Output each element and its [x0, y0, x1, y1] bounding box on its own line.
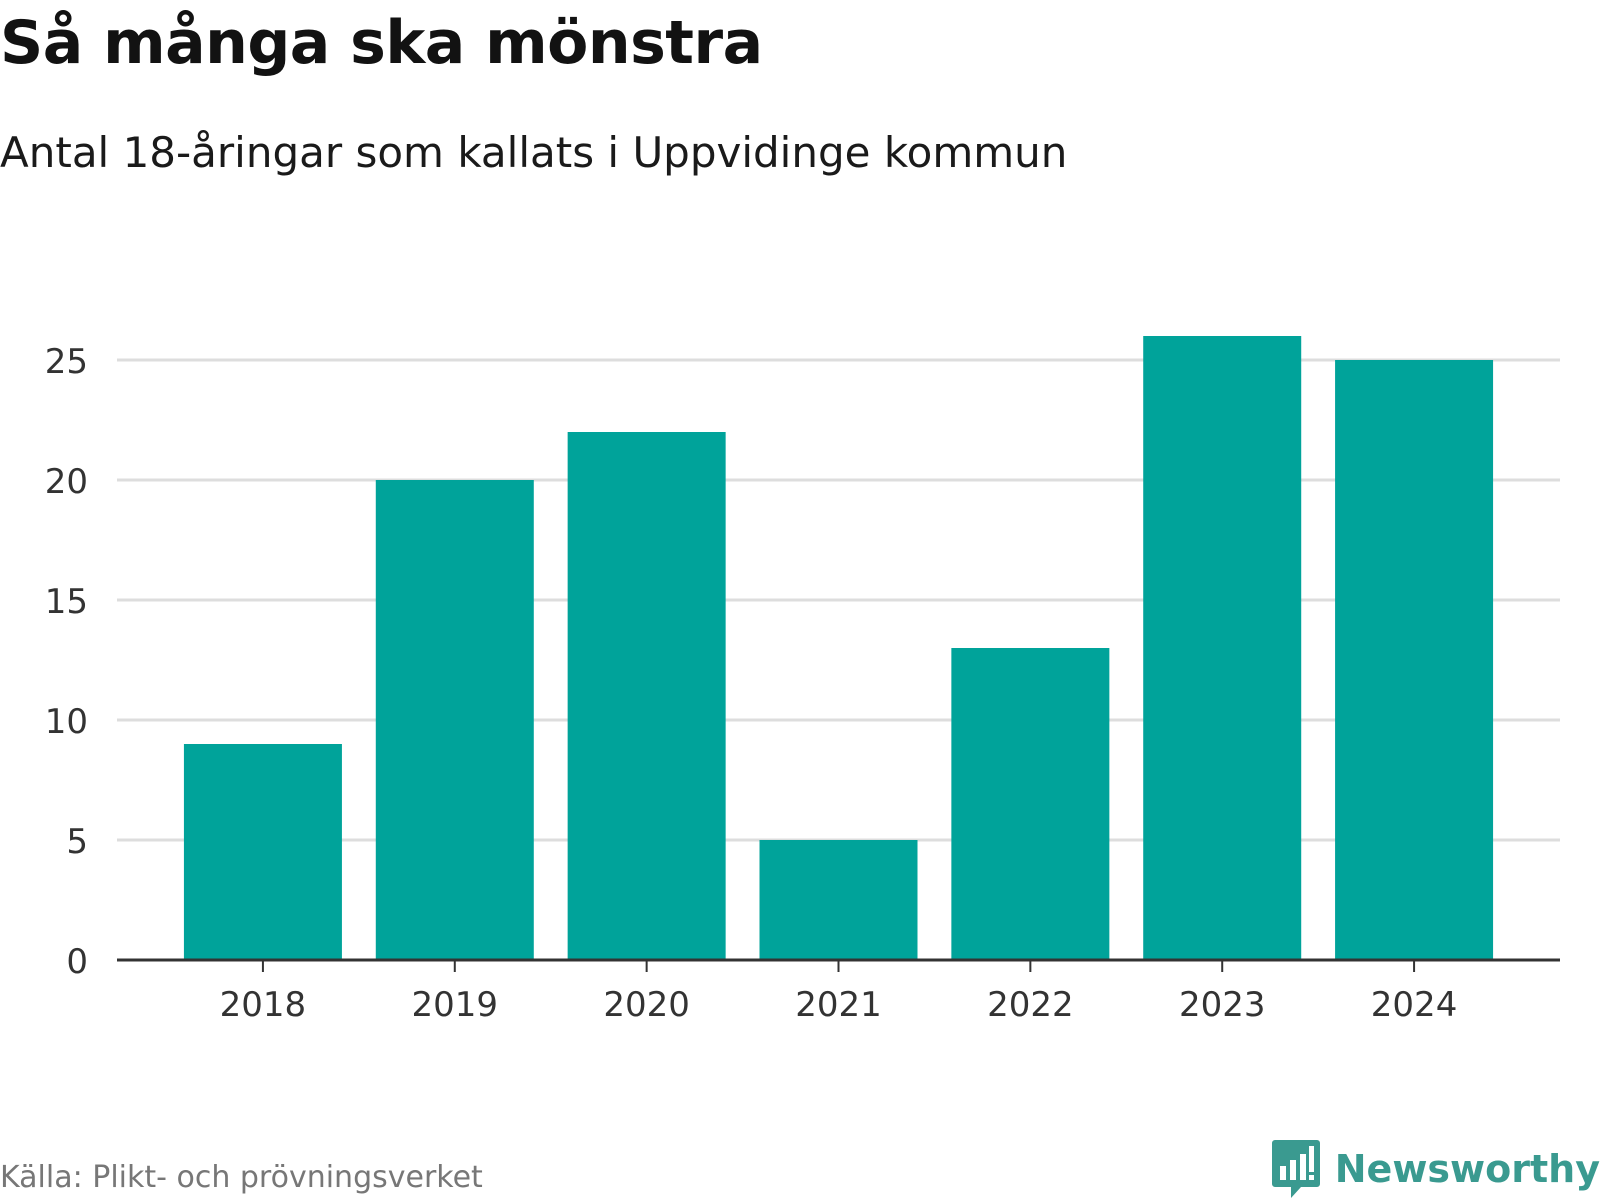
x-tick-label: 2020	[603, 985, 690, 1025]
source-note: Källa: Plikt- och prövningsverket	[0, 1160, 483, 1195]
bar-2019	[375, 480, 534, 960]
y-tick-label: 5	[66, 822, 88, 862]
bar-2021	[759, 840, 918, 960]
bar-chart: 0 5 10 15 20 25 2018 2019 2020 2021 2022 2023 2024	[45, 336, 1560, 1025]
x-tick-label: 2019	[412, 985, 499, 1025]
x-tick-label: 2024	[1371, 985, 1458, 1025]
y-tick-label: 0	[66, 942, 88, 982]
newsworthy-chart-icon	[1271, 1140, 1320, 1198]
y-tick-label: 20	[45, 462, 88, 502]
chart-title: Så många ska mönstra	[0, 8, 763, 78]
y-tick-label: 15	[45, 582, 88, 622]
x-tick-label: 2022	[987, 985, 1074, 1025]
x-tick-label: 2018	[220, 985, 307, 1025]
bar-2018	[183, 744, 342, 960]
bar-2020	[567, 432, 726, 960]
chart-subtitle: Antal 18-åringar som kallats i Uppviding…	[0, 128, 1068, 177]
x-tick-label: 2021	[795, 985, 882, 1025]
brand-logo: Newsworthy	[1271, 1138, 1600, 1200]
bar-2023	[1143, 336, 1302, 960]
bar-2024	[1335, 360, 1494, 960]
brand-name: Newsworthy	[1334, 1147, 1600, 1191]
y-tick-label: 25	[45, 342, 88, 382]
x-tick-label: 2023	[1179, 985, 1266, 1025]
bar-2022	[951, 648, 1110, 960]
y-tick-label: 10	[45, 702, 88, 742]
